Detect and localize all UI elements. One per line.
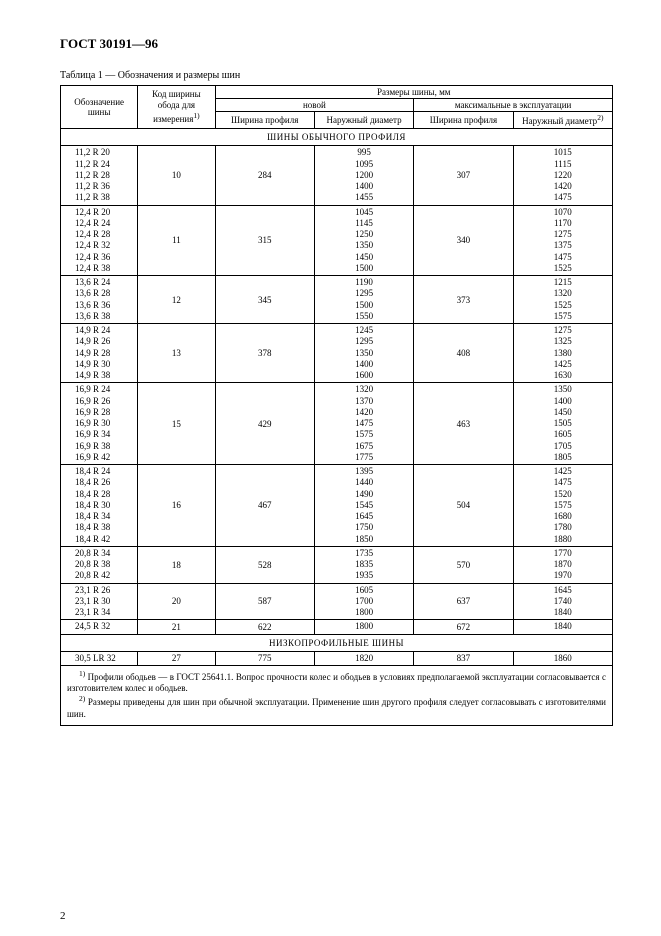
cell-profile-width-max: 637 — [414, 583, 513, 620]
cell-outer-dia-new: 1800 — [314, 620, 413, 634]
cell-sizes: 23,1 R 2623,1 R 3023,1 R 34 — [61, 583, 138, 620]
page-number: 2 — [60, 910, 66, 922]
cell-outer-dia-new: 1820 — [314, 651, 413, 665]
document-title: ГОСТ 30191—96 — [60, 36, 613, 52]
cell-outer-dia-new: 1190129515001550 — [314, 276, 413, 324]
cell-outer-dia-max: 1350140014501505160517051805 — [513, 383, 612, 465]
cell-code: 16 — [138, 465, 215, 547]
cell-outer-dia-max: 1860 — [513, 651, 612, 665]
th-code: Код ширины обода для измерения1) — [138, 86, 215, 129]
th-od-new: Наружный диаметр — [314, 112, 413, 129]
cell-profile-width-max: 373 — [414, 276, 513, 324]
cell-profile-width-max: 340 — [414, 205, 513, 276]
cell-sizes: 16,9 R 2416,9 R 2616,9 R 2816,9 R 3016,9… — [61, 383, 138, 465]
section-ordinary: ШИНЫ ОБЫЧНОГО ПРОФИЛЯ — [61, 129, 613, 146]
cell-sizes: 24,5 R 32 — [61, 620, 138, 634]
th-new: новой — [215, 99, 414, 112]
cell-outer-dia-new: 12451295135014001600 — [314, 324, 413, 383]
cell-sizes: 20,8 R 3420,8 R 3820,8 R 42 — [61, 546, 138, 583]
cell-code: 21 — [138, 620, 215, 634]
th-pw-max: Ширина профиля — [414, 112, 513, 129]
cell-code: 18 — [138, 546, 215, 583]
cell-profile-width-new: 284 — [215, 146, 314, 205]
tire-table: Обозначение шины Код ширины обода для из… — [60, 85, 613, 726]
cell-sizes: 12,4 R 2012,4 R 2412,4 R 2812,4 R 3212,4… — [61, 205, 138, 276]
cell-profile-width-new: 315 — [215, 205, 314, 276]
cell-code: 10 — [138, 146, 215, 205]
cell-profile-width-max: 504 — [414, 465, 513, 547]
cell-outer-dia-max: 1215132015251575 — [513, 276, 612, 324]
cell-code: 12 — [138, 276, 215, 324]
cell-outer-dia-max: 12751325138014251630 — [513, 324, 612, 383]
cell-outer-dia-new: 1395144014901545164517501850 — [314, 465, 413, 547]
cell-outer-dia-new: 173518351935 — [314, 546, 413, 583]
table-footnotes: 1) Профили ободьев — в ГОСТ 25641.1. Воп… — [61, 665, 613, 725]
cell-outer-dia-new: 160517001800 — [314, 583, 413, 620]
cell-profile-width-max: 307 — [414, 146, 513, 205]
th-sizes: Размеры шины, мм — [215, 86, 612, 99]
th-od-max: Наружный диаметр2) — [513, 112, 612, 129]
cell-outer-dia-new: 1320137014201475157516751775 — [314, 383, 413, 465]
cell-outer-dia-max: 177018701970 — [513, 546, 612, 583]
cell-profile-width-new: 345 — [215, 276, 314, 324]
cell-profile-width-new: 587 — [215, 583, 314, 620]
page: ГОСТ 30191—96 Таблица 1 — Обозначения и … — [0, 0, 661, 936]
cell-profile-width-max: 570 — [414, 546, 513, 583]
cell-outer-dia-new: 104511451250135014501500 — [314, 205, 413, 276]
cell-profile-width-new: 775 — [215, 651, 314, 665]
cell-code: 11 — [138, 205, 215, 276]
cell-outer-dia-max: 1840 — [513, 620, 612, 634]
cell-outer-dia-new: 9951095120014001455 — [314, 146, 413, 205]
cell-profile-width-new: 467 — [215, 465, 314, 547]
cell-outer-dia-max: 10151115122014201475 — [513, 146, 612, 205]
cell-profile-width-new: 622 — [215, 620, 314, 634]
cell-code: 20 — [138, 583, 215, 620]
cell-profile-width-max: 408 — [414, 324, 513, 383]
table-caption: Таблица 1 — Обозначения и размеры шин — [60, 70, 613, 81]
cell-profile-width-max: 672 — [414, 620, 513, 634]
cell-sizes: 11,2 R 2011,2 R 2411,2 R 2811,2 R 3611,2… — [61, 146, 138, 205]
cell-outer-dia-max: 107011701275137514751525 — [513, 205, 612, 276]
th-designation: Обозначение шины — [61, 86, 138, 129]
cell-sizes: 13,6 R 2413,6 R 2813,6 R 3613,6 R 38 — [61, 276, 138, 324]
cell-outer-dia-max: 164517401840 — [513, 583, 612, 620]
cell-profile-width-new: 378 — [215, 324, 314, 383]
cell-code: 15 — [138, 383, 215, 465]
cell-profile-width-max: 837 — [414, 651, 513, 665]
cell-profile-width-new: 429 — [215, 383, 314, 465]
section-low-profile: НИЗКОПРОФИЛЬНЫЕ ШИНЫ — [61, 634, 613, 651]
cell-sizes: 14,9 R 2414,9 R 2614,9 R 2814,9 R 3014,9… — [61, 324, 138, 383]
cell-code: 13 — [138, 324, 215, 383]
th-pw-new: Ширина профиля — [215, 112, 314, 129]
cell-sizes: 30,5 LR 32 — [61, 651, 138, 665]
cell-sizes: 18,4 R 2418,4 R 2618,4 R 2818,4 R 3018,4… — [61, 465, 138, 547]
cell-profile-width-new: 528 — [215, 546, 314, 583]
cell-code: 27 — [138, 651, 215, 665]
cell-profile-width-max: 463 — [414, 383, 513, 465]
th-max: максимальные в эксплуатации — [414, 99, 613, 112]
cell-outer-dia-max: 1425147515201575168017801880 — [513, 465, 612, 547]
